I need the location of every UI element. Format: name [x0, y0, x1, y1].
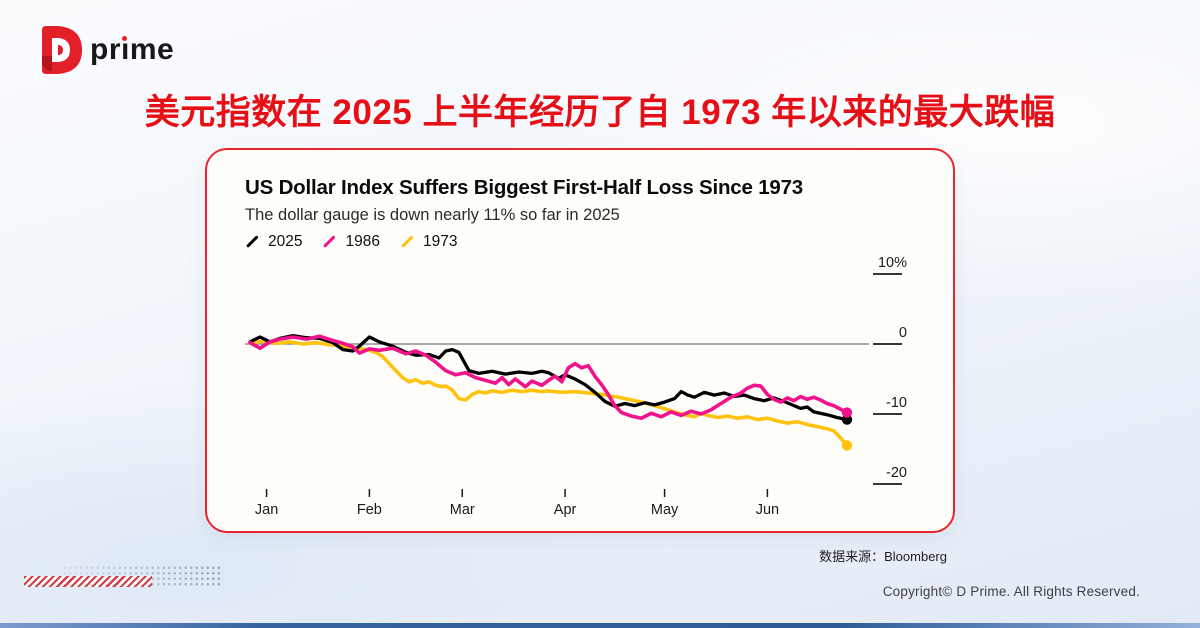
svg-text:Apr: Apr — [554, 502, 577, 518]
logo-text-i: ı — [121, 33, 130, 66]
legend-item-1986: 1986 — [322, 233, 380, 251]
legend-item-2025: 2025 — [245, 233, 302, 251]
legend-label: 1973 — [422, 233, 458, 250]
page-headline: 美元指数在 2025 上半年经历了自 1973 年以来的最大跌幅 — [144, 93, 1056, 132]
logo-text-post: me — [129, 33, 175, 66]
legend-slash-icon — [400, 235, 414, 249]
dprime-logo-text: pr ı me — [90, 33, 174, 67]
chart-card: 10% 0 -10 -20 Jan Feb Mar Apr May Jun US Dollar I… — [205, 148, 955, 533]
copyright-text: Copyright© D Prime. All Rights Reserved. — [882, 584, 1140, 599]
svg-text:May: May — [651, 502, 679, 518]
svg-text:10%: 10% — [878, 255, 907, 271]
svg-text:Jun: Jun — [756, 502, 779, 518]
data-source-note: 数据来源：Bloomberg — [819, 549, 947, 564]
hatched-bar-decoration — [24, 576, 152, 587]
svg-text:-20: -20 — [886, 465, 907, 481]
dollar-index-chart: 10% 0 -10 -20 Jan Feb Mar Apr May Jun — [245, 255, 907, 518]
chart-title: US Dollar Index Suffers Biggest First-Ha… — [245, 176, 804, 199]
dprime-logo-icon — [42, 26, 82, 74]
dprime-logo: pr ı me — [36, 26, 174, 74]
svg-text:Jan: Jan — [255, 502, 278, 518]
legend-slash-icon — [323, 235, 337, 249]
svg-text:0: 0 — [899, 325, 907, 341]
svg-text:-10: -10 — [886, 395, 907, 411]
svg-text:Mar: Mar — [450, 502, 475, 518]
logo-text-pre: pr — [90, 33, 121, 66]
chart-subtitle: The dollar gauge is down nearly 11% so f… — [245, 206, 620, 224]
legend-slash-icon — [245, 235, 260, 249]
legend-label: 2025 — [268, 233, 303, 250]
legend-item-1973: 1973 — [400, 233, 457, 251]
bottom-blue-strip — [0, 623, 1200, 628]
legend-label: 1986 — [345, 233, 380, 250]
logo-i-dot — [122, 36, 127, 41]
chart-legend: 2025 1986 1973 — [245, 233, 457, 251]
svg-text:Feb: Feb — [357, 502, 382, 518]
